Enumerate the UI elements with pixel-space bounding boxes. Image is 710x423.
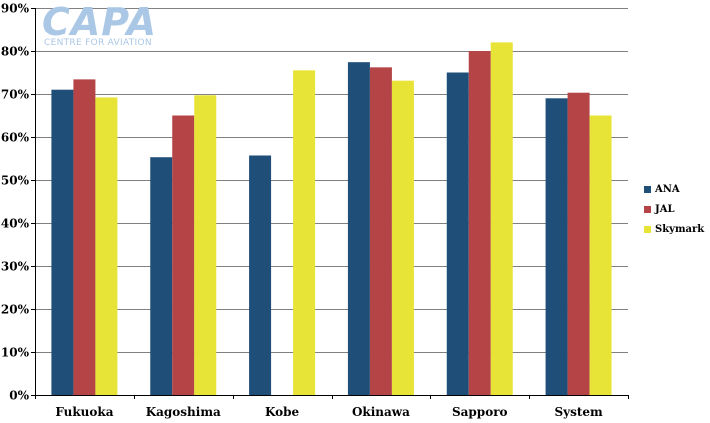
legend-item-skymark: Skymark <box>644 219 704 239</box>
y-axis-ticks: 0% 10% 20% 30% 40% 50% 60% 70% 80% 90% <box>1 2 35 403</box>
bar-ana-okinawa <box>347 62 370 396</box>
bars <box>51 42 612 396</box>
x-tick-label: Okinawa <box>352 405 410 419</box>
bar-jal-kagoshima <box>172 115 195 395</box>
bar-skymark-sapporo <box>490 42 513 396</box>
bar-jal-okinawa <box>369 67 392 395</box>
bar-ana-kobe <box>249 155 272 395</box>
bar-jal-fukuoka <box>73 79 96 395</box>
x-tick-label: Fukuoka <box>55 405 113 419</box>
x-tick-label: Kobe <box>265 405 300 419</box>
bar-skymark-kagoshima <box>194 95 217 395</box>
x-tick-label: Kagoshima <box>146 405 221 419</box>
legend-item-jal: JAL <box>644 199 704 219</box>
y-tick-label: 0% <box>9 389 29 403</box>
y-tick-label: 50% <box>1 174 30 188</box>
axes <box>35 8 629 399</box>
bar-ana-sapporo <box>446 72 469 395</box>
legend-label: JAL <box>655 203 675 215</box>
gridlines <box>35 8 628 353</box>
x-tick-label: System <box>554 405 603 419</box>
y-tick-label: 10% <box>1 346 30 360</box>
bar-skymark-okinawa <box>391 80 414 396</box>
logo-main-text: CAPA <box>42 0 158 44</box>
capa-logo: CAPA CENTRE FOR AVIATION <box>42 2 174 50</box>
legend-swatch <box>644 205 651 213</box>
y-tick-label: 70% <box>1 88 30 102</box>
y-tick-label: 40% <box>1 217 30 231</box>
legend-swatch <box>644 185 651 193</box>
y-tick-label: 20% <box>1 303 30 317</box>
bar-skymark-system <box>589 115 612 395</box>
x-axis-labels: Fukuoka Kagoshima Kobe Okinawa Sapporo System <box>55 405 603 419</box>
legend-label: Skymark <box>655 223 705 235</box>
x-tick-label: Sapporo <box>452 405 508 419</box>
logo-sub-text: CENTRE FOR AVIATION <box>44 38 152 48</box>
legend-swatch <box>644 225 651 233</box>
bar-jal-sapporo <box>468 51 491 395</box>
bar-skymark-fukuoka <box>95 97 118 395</box>
y-tick-label: 80% <box>1 45 30 59</box>
bar-ana-system <box>545 98 568 396</box>
bar-ana-fukuoka <box>51 89 74 395</box>
bar-jal-system <box>567 92 590 396</box>
y-tick-label: 60% <box>1 131 30 145</box>
legend: ANA JAL Skymark <box>644 179 704 239</box>
y-tick-label: 90% <box>1 2 30 16</box>
legend-label: ANA <box>655 183 680 195</box>
legend-item-ana: ANA <box>644 179 704 199</box>
y-tick-label: 30% <box>1 260 30 274</box>
bar-ana-kagoshima <box>150 157 173 395</box>
bar-skymark-kobe <box>293 70 316 395</box>
